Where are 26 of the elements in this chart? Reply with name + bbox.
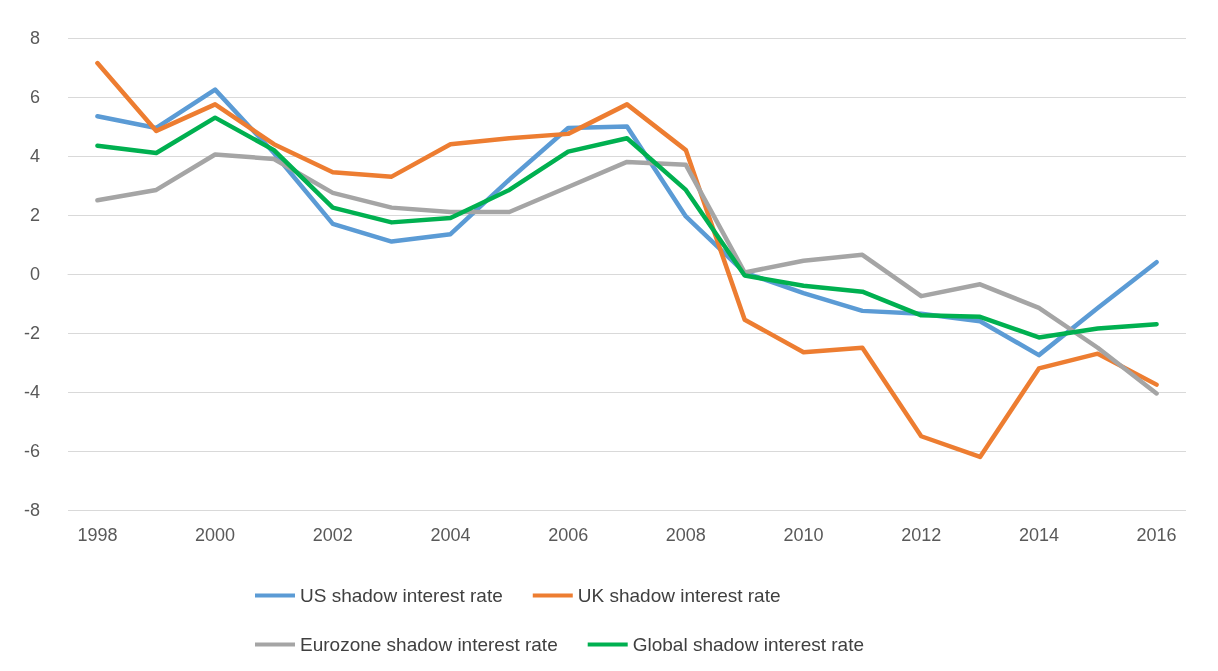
y-tick-label: 0 [29,264,40,284]
y-tick-label: 4 [29,146,40,166]
y-tick-label: 8 [29,28,40,48]
x-tick-label: 2014 [1018,525,1059,545]
x-tick-label: 2006 [548,525,589,545]
legend-label: US shadow interest rate [300,585,503,606]
y-tick-label: -4 [23,382,40,402]
legend-label: Global shadow interest rate [632,634,864,655]
x-tick-label: 2010 [783,525,824,545]
x-tick-label: 2008 [665,525,706,545]
x-tick-label: 2012 [901,525,942,545]
y-tick-label: 6 [29,87,40,107]
y-tick-label: -2 [23,323,40,343]
line-series [95,152,1159,396]
y-tick-label: -8 [23,500,40,520]
x-tick-label: 2000 [195,525,236,545]
y-tick-label: -6 [23,441,40,461]
line-series [95,60,1159,460]
y-tick-label: 2 [29,205,40,225]
legend-label: UK shadow interest rate [577,585,781,606]
x-tick-label: 1998 [77,525,118,545]
x-tick-label: 2004 [430,525,471,545]
line-series [95,115,1159,340]
x-tick-label: 2016 [1136,525,1177,545]
x-tick-label: 2002 [312,525,353,545]
legend-label: Eurozone shadow interest rate [300,634,558,655]
